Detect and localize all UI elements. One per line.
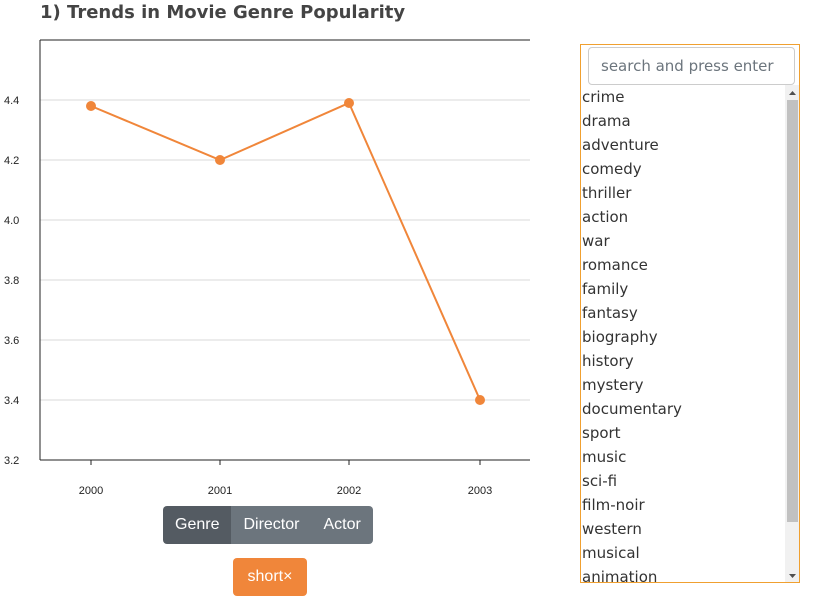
genre-list-item[interactable]: comedy [582, 160, 642, 178]
genre-selector-panel: crime drama adventure comedy thriller action w… [580, 44, 800, 583]
genre-list-item[interactable]: thriller [582, 184, 632, 202]
genre-list-item[interactable]: animation [582, 568, 658, 583]
x-tick-label: 2000 [79, 485, 103, 497]
genre-list-item[interactable]: drama [582, 112, 631, 130]
y-tick-label: 3.8 [4, 275, 19, 287]
genre-list-item[interactable]: war [582, 232, 610, 250]
genre-list-item[interactable]: music [582, 448, 627, 466]
genre-list-scrollbar[interactable] [785, 85, 799, 582]
genre-list-item[interactable]: film-noir [582, 496, 645, 514]
genre-list-item[interactable]: documentary [582, 400, 682, 418]
data-point [215, 155, 225, 165]
genre-list-item[interactable]: romance [582, 256, 648, 274]
y-tick-label: 3.6 [4, 335, 19, 347]
genre-list-item[interactable]: sci-fi [582, 472, 618, 490]
genre-list-item[interactable]: western [582, 520, 642, 538]
genre-list-item[interactable]: biography [582, 328, 658, 346]
tab-actor[interactable]: Actor [311, 506, 373, 544]
series-line [90, 101, 481, 401]
data-point [475, 395, 485, 405]
scroll-up-arrow-icon[interactable] [785, 85, 799, 100]
y-tick-label: 3.2 [4, 455, 19, 467]
scroll-thumb[interactable] [787, 100, 798, 522]
y-tick-label: 3.4 [4, 395, 19, 407]
genre-list-item[interactable]: crime [582, 88, 625, 106]
genre-list-item[interactable]: musical [582, 544, 640, 562]
x-tick-label: 2002 [337, 485, 361, 497]
selected-genre-tag[interactable]: short× [233, 558, 307, 596]
x-tick-label: 2003 [468, 485, 492, 497]
tab-director[interactable]: Director [231, 506, 312, 544]
genre-list-item[interactable]: sport [582, 424, 621, 442]
genre-list-item[interactable]: mystery [582, 376, 644, 394]
genre-list-item[interactable]: adventure [582, 136, 659, 154]
page-title: 1) Trends in Movie Genre Popularity [40, 2, 406, 23]
genre-list-item[interactable]: action [582, 208, 629, 226]
genre-list: crime drama adventure comedy thriller action w… [581, 85, 785, 583]
data-point [86, 101, 96, 111]
tab-genre[interactable]: Genre [163, 506, 232, 544]
scroll-down-arrow-icon[interactable] [785, 568, 799, 582]
x-tick-label: 2001 [208, 485, 232, 497]
y-tick-label: 4.4 [4, 95, 19, 107]
y-tick-label: 4.0 [4, 215, 19, 227]
search-input[interactable] [588, 47, 795, 85]
genre-list-item[interactable]: family [582, 280, 629, 298]
genre-list-item[interactable]: fantasy [582, 304, 638, 322]
data-point [344, 98, 354, 108]
line-chart: 3.2 3.4 3.6 3.8 4.0 4.2 4.4 2000 2001 2002 2003 [4, 39, 530, 497]
category-tabs: Genre Director Actor [163, 506, 373, 544]
y-tick-label: 4.2 [4, 155, 19, 167]
genre-list-item[interactable]: history [582, 352, 634, 370]
